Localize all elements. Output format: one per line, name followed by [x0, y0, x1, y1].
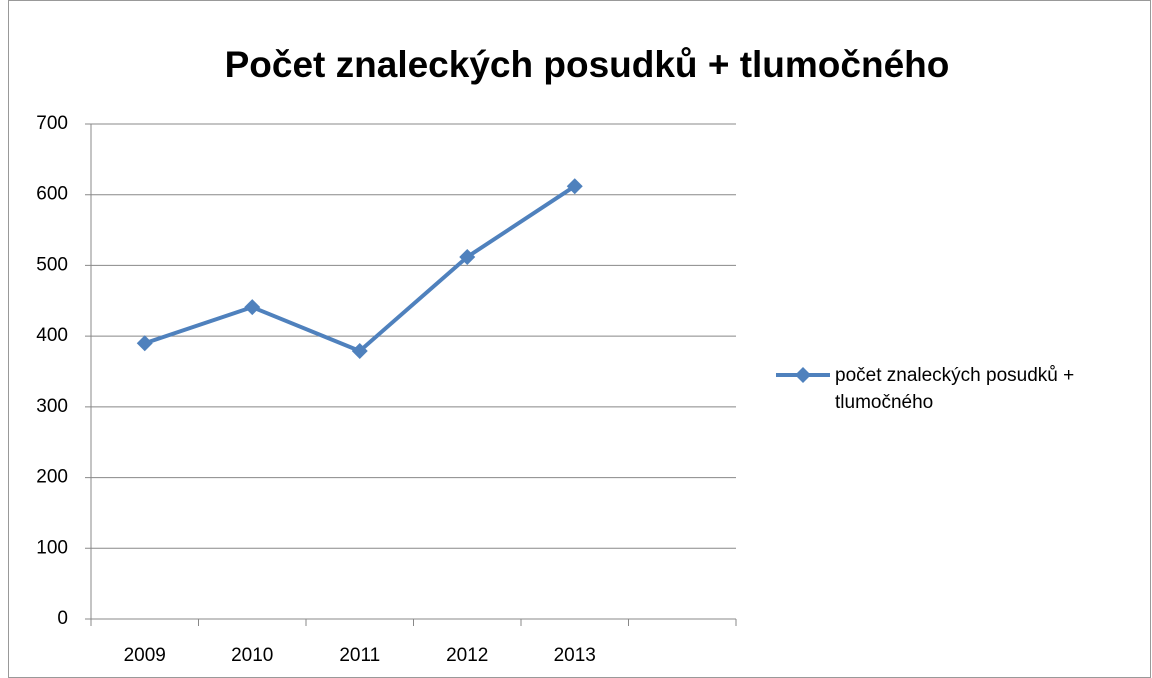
data-point	[351, 342, 368, 359]
y-tick-label: 700	[36, 113, 68, 134]
x-tick-label: 2012	[446, 645, 488, 666]
y-tick-label: 400	[36, 325, 68, 346]
y-tick-label: 0	[57, 608, 68, 629]
y-tick-label: 600	[36, 184, 68, 205]
legend-marker	[795, 367, 811, 383]
x-tick-label: 2013	[554, 645, 596, 666]
data-point	[566, 178, 583, 195]
x-tick-label: 2011	[339, 645, 380, 666]
chart-title: Počet znaleckých posudků + tlumočného	[225, 44, 950, 85]
data-point	[459, 248, 476, 265]
chart-border	[8, 0, 1151, 678]
legend-label: počet znaleckých posudků + tlumočného	[835, 365, 1075, 413]
data-point	[136, 335, 153, 352]
y-tick-label: 200	[36, 467, 68, 488]
x-tick-label: 2009	[124, 645, 166, 666]
y-tick-label: 100	[36, 537, 68, 558]
x-tick-label: 2010	[231, 645, 273, 666]
data-point	[244, 299, 261, 316]
y-tick-label: 500	[36, 254, 68, 275]
y-tick-label: 300	[36, 396, 68, 417]
